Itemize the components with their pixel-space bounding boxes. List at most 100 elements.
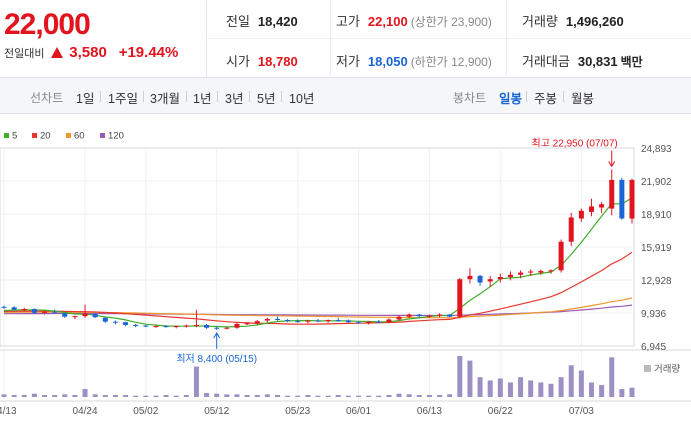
change-percent: +19.44% <box>118 44 179 61</box>
legend-label-60: 60 <box>74 131 85 142</box>
candlestick-chart[interactable]: 5 20 60 120 최고 22,950 (07/07) 최저 8,400 (05/1… <box>0 114 691 434</box>
ma-legend: 5 20 60 120 <box>4 131 124 142</box>
candle-body <box>437 314 443 316</box>
candle <box>599 201 605 214</box>
period-1d[interactable]: 1일 <box>76 92 95 106</box>
period-3y[interactable]: 3년 <box>225 92 244 106</box>
candle <box>366 321 372 325</box>
candle-body <box>477 275 483 283</box>
y-tick-label: 9,936 <box>641 309 666 320</box>
candle-body <box>21 308 27 310</box>
volume-bar <box>62 394 68 397</box>
y-tick-label: 18,910 <box>641 210 672 221</box>
candle <box>315 318 321 323</box>
stat-high: 고가 22,100 (상한가 23,900) <box>336 14 492 29</box>
divider <box>563 91 564 102</box>
candle-body <box>578 210 584 219</box>
candle-body <box>467 275 473 280</box>
y-tick-label: 6,945 <box>641 342 666 353</box>
candle-daily[interactable]: 일봉 <box>499 92 523 106</box>
candle-body <box>406 314 412 317</box>
volume-bar <box>315 395 321 397</box>
volume-bar <box>396 393 402 397</box>
volume-bar <box>568 365 574 397</box>
volume-bar <box>386 395 392 397</box>
candle-body <box>193 324 199 326</box>
period-3m[interactable]: 3개월 <box>150 92 180 106</box>
period-5y[interactable]: 5년 <box>257 92 276 106</box>
candle-body <box>548 270 554 272</box>
candle-body <box>609 179 615 209</box>
divider <box>207 38 691 39</box>
y-tick-label: 15,919 <box>641 243 672 254</box>
candle-weekly[interactable]: 주봉 <box>534 92 558 106</box>
period-1w[interactable]: 1주일 <box>108 92 138 106</box>
candle <box>426 314 432 318</box>
volume-bar <box>335 395 341 397</box>
candle <box>295 319 301 323</box>
period-10y[interactable]: 10년 <box>289 92 315 106</box>
volume-bar <box>437 395 443 397</box>
candle-body <box>42 311 48 313</box>
period-1y[interactable]: 1년 <box>193 92 212 106</box>
volume-bar <box>558 377 564 397</box>
candle <box>204 323 210 329</box>
volume-bar <box>21 395 27 397</box>
ma-line-120 <box>4 304 633 317</box>
candle-body <box>345 320 351 323</box>
volume-bar <box>548 383 554 397</box>
candle-body <box>629 179 635 219</box>
candle-body <box>588 206 594 212</box>
candle-body <box>518 272 524 275</box>
candle-body <box>416 314 422 317</box>
candle <box>123 321 129 327</box>
x-tick-label: 04/24 <box>73 406 98 417</box>
x-tick-label: 06/13 <box>417 406 442 417</box>
candle-body <box>173 326 179 328</box>
candle-body <box>133 324 139 326</box>
candle-monthly[interactable]: 월봉 <box>571 92 595 106</box>
legend-swatch-20 <box>32 133 37 138</box>
stock-chart[interactable]: 5 20 60 120 최고 22,950 (07/07) 최저 8,400 (05/1… <box>0 114 691 434</box>
high-annotation: 최고 22,950 (07/07) <box>532 137 618 149</box>
candle-chart-label: 봉차트 <box>453 91 487 105</box>
candle <box>588 198 594 217</box>
candle-body <box>123 322 129 325</box>
volume-bar <box>193 366 199 397</box>
candle <box>244 322 250 325</box>
volume-bar <box>578 370 584 397</box>
candle-body <box>52 311 58 313</box>
volume-bar <box>426 395 432 397</box>
candle-body <box>1 306 7 308</box>
moving-average-lines <box>3 197 633 328</box>
legend-label-120: 120 <box>108 131 124 142</box>
x-tick-label: 05/02 <box>133 406 158 417</box>
low-annotation: 최저 8,400 (05/15) <box>176 353 257 365</box>
candle <box>518 270 524 279</box>
candle-body <box>244 323 250 325</box>
candle <box>437 313 443 318</box>
volume-bar <box>305 395 311 397</box>
divider <box>143 91 144 102</box>
candle <box>254 320 260 325</box>
volume-bar <box>133 395 139 397</box>
candle <box>1 305 7 309</box>
candle <box>568 213 574 247</box>
candle <box>457 278 463 319</box>
volume-bar <box>457 356 463 397</box>
volume-bar <box>285 395 291 397</box>
candle <box>112 320 118 325</box>
divider <box>249 91 250 102</box>
high-arrowhead-icon <box>608 161 616 168</box>
x-tick-label: 06/22 <box>488 406 513 417</box>
candle <box>325 319 331 323</box>
candle-body <box>386 319 392 323</box>
divider <box>281 91 282 102</box>
volume-bar <box>497 378 503 397</box>
stat-open: 시가 18,780 <box>226 54 298 69</box>
chart-annotations: 최고 22,950 (07/07) 최저 8,400 (05/15) <box>176 137 617 365</box>
legend-swatch-5 <box>4 133 9 138</box>
candle-body <box>92 313 98 318</box>
volume-bar <box>234 394 240 397</box>
candle-body <box>214 327 220 329</box>
